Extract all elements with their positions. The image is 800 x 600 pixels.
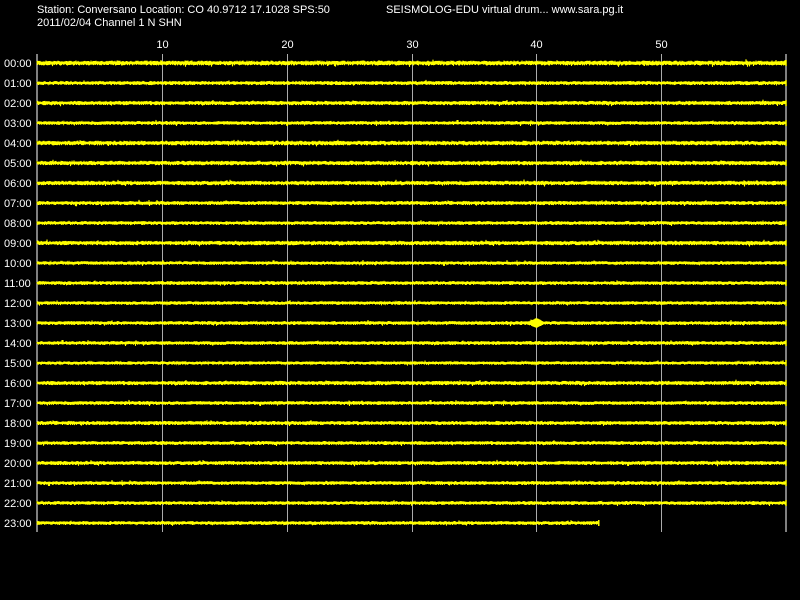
trace-0900 <box>36 239 787 247</box>
hour-label-0400: 04:00 <box>4 138 32 150</box>
trace-2000 <box>36 459 787 467</box>
minute-tick-labels: 10 20 30 40 50 <box>156 39 667 51</box>
date-channel-info: 2011/02/04 Channel 1 N SHN <box>37 17 182 29</box>
hour-label-1800: 18:00 <box>4 418 32 430</box>
hour-label-0700: 07:00 <box>4 198 32 210</box>
hour-label-0800: 08:00 <box>4 218 32 230</box>
trace-1500 <box>36 359 787 366</box>
hour-label-0900: 09:00 <box>4 238 32 250</box>
drum-title: SEISMOLOG-EDU virtual drum... www.sara.p… <box>386 4 624 16</box>
trace-1800 <box>36 420 787 426</box>
trace-1000 <box>36 260 787 267</box>
seismic-traces <box>36 59 787 526</box>
trace-1400 <box>36 339 787 346</box>
trace-0200 <box>36 99 787 107</box>
tick-label-minute-30: 30 <box>406 39 418 51</box>
hour-label-2100: 21:00 <box>4 478 32 490</box>
hour-label-1000: 10:00 <box>4 258 32 270</box>
trace-0700 <box>36 199 787 207</box>
tick-label-minute-50: 50 <box>655 39 667 51</box>
hour-label-0100: 01:00 <box>4 78 32 90</box>
tick-label-minute-40: 40 <box>530 39 542 51</box>
trace-0300 <box>36 119 787 127</box>
hour-label-1900: 19:00 <box>4 438 32 450</box>
hour-label-0200: 02:00 <box>4 98 32 110</box>
hour-label-1200: 12:00 <box>4 298 32 310</box>
hour-label-1400: 14:00 <box>4 338 32 350</box>
hour-label-1600: 16:00 <box>4 378 32 390</box>
hour-label-0000: 00:00 <box>4 58 32 70</box>
grid-lines <box>36 54 787 532</box>
hour-label-2200: 22:00 <box>4 498 32 510</box>
trace-0800 <box>36 220 787 226</box>
tick-label-minute-10: 10 <box>156 39 168 51</box>
hour-label-2000: 20:00 <box>4 458 32 470</box>
hour-label-0600: 06:00 <box>4 178 32 190</box>
trace-1300 <box>36 318 787 328</box>
trace-1900 <box>36 440 787 446</box>
trace-2300 <box>36 520 599 526</box>
hour-label-1700: 17:00 <box>4 398 32 410</box>
trace-1100 <box>36 280 787 286</box>
trace-0600 <box>36 179 787 187</box>
hour-label-0500: 05:00 <box>4 158 32 170</box>
hour-label-0300: 03:00 <box>4 118 32 130</box>
trace-2100 <box>36 480 787 487</box>
trace-1200 <box>36 300 787 306</box>
hour-label-2300: 23:00 <box>4 518 32 530</box>
trace-1700 <box>36 399 787 407</box>
trace-0500 <box>36 159 787 167</box>
trace-0000 <box>36 59 787 67</box>
trace-0400 <box>36 139 787 147</box>
trace-0100 <box>36 79 787 86</box>
hour-label-1300: 13:00 <box>4 318 32 330</box>
trace-2200 <box>36 500 787 506</box>
hour-labels: 00:00 01:00 02:00 03:00 04:00 05:00 06:00 07:00… <box>4 58 32 530</box>
hour-label-1100: 11:00 <box>4 278 31 290</box>
tick-label-minute-20: 20 <box>281 39 293 51</box>
hour-label-1500: 15:00 <box>4 358 32 370</box>
station-info: Station: Conversano Location: CO 40.9712… <box>37 4 330 16</box>
trace-1600 <box>36 379 787 387</box>
